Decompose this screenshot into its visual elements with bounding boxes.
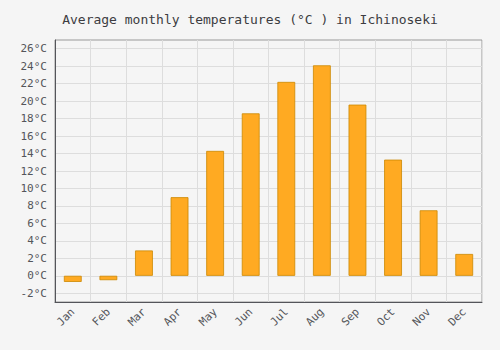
svg-text:May: May <box>196 305 219 328</box>
svg-text:8°C: 8°C <box>27 199 47 212</box>
svg-text:16°C: 16°C <box>21 130 48 143</box>
svg-text:Nov: Nov <box>410 305 433 328</box>
svg-text:24°C: 24°C <box>21 60 48 73</box>
svg-text:6°C: 6°C <box>27 217 47 230</box>
svg-text:-2°C: -2°C <box>21 287 48 300</box>
svg-text:Dec: Dec <box>446 305 469 328</box>
svg-text:10°C: 10°C <box>21 182 48 195</box>
svg-text:12°C: 12°C <box>21 165 48 178</box>
svg-text:Feb: Feb <box>90 305 113 328</box>
svg-text:Mar: Mar <box>125 305 148 328</box>
svg-text:Jun: Jun <box>232 305 255 328</box>
svg-text:20°C: 20°C <box>21 95 48 108</box>
svg-text:Sep: Sep <box>339 305 362 328</box>
svg-text:Average monthly temperatures (: Average monthly temperatures (°C ) in Ic… <box>62 12 438 27</box>
svg-text:14°C: 14°C <box>21 147 48 160</box>
svg-text:Jul: Jul <box>268 305 291 328</box>
svg-text:22°C: 22°C <box>21 77 48 90</box>
svg-text:Jan: Jan <box>54 305 77 328</box>
svg-text:Aug: Aug <box>303 305 326 328</box>
svg-text:Apr: Apr <box>161 305 184 328</box>
svg-text:26°C: 26°C <box>21 42 48 55</box>
svg-text:0°C: 0°C <box>27 269 47 282</box>
svg-text:4°C: 4°C <box>27 234 47 247</box>
svg-text:Oct: Oct <box>374 305 397 328</box>
svg-text:2°C: 2°C <box>27 252 47 265</box>
svg-text:18°C: 18°C <box>21 112 48 125</box>
